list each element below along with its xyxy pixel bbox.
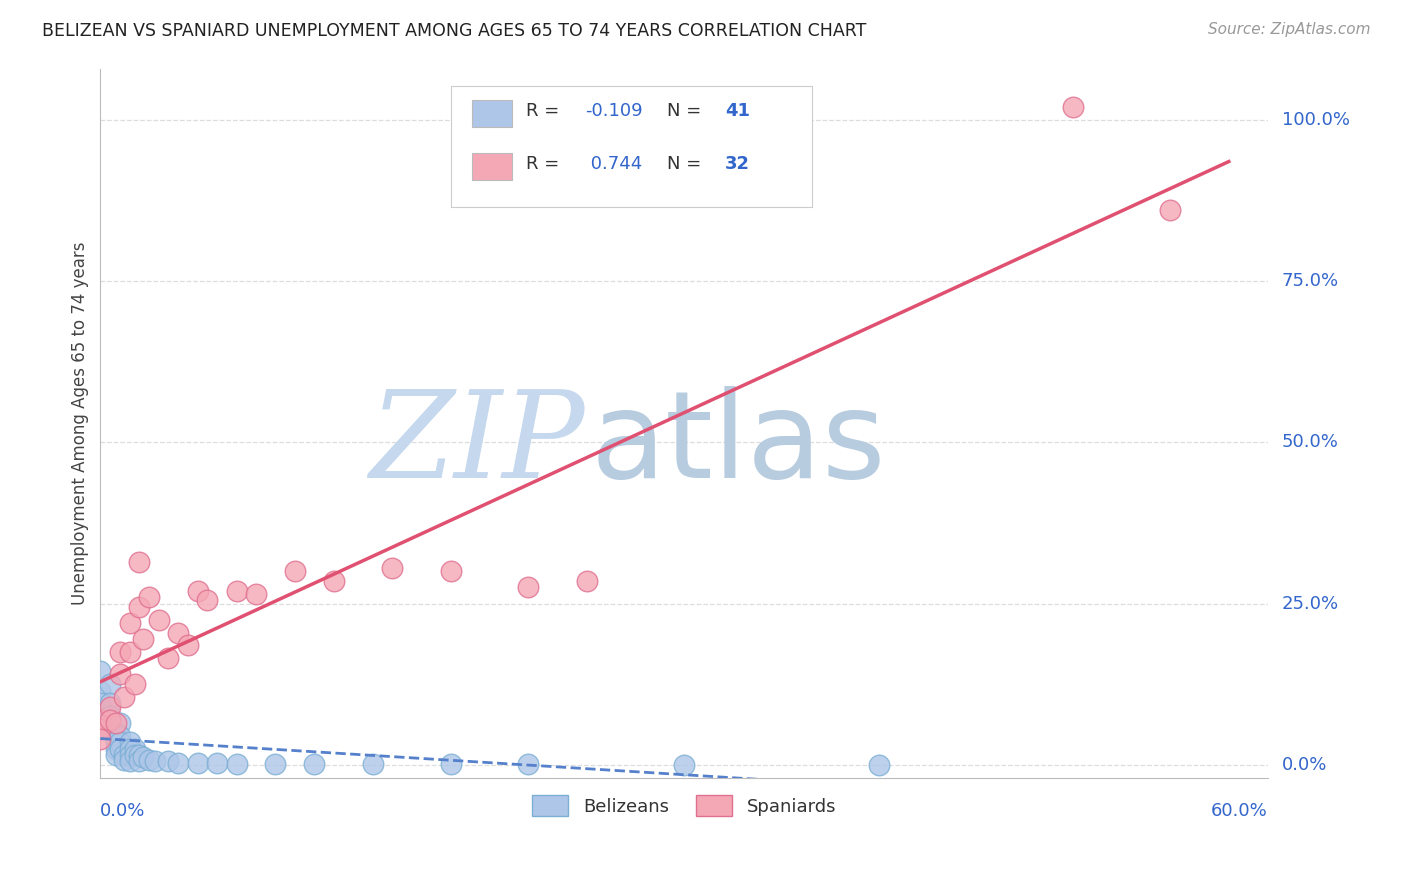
Point [89,731,111,746]
Point [128,747,150,762]
Text: 25.0%: 25.0% [1282,595,1339,613]
Point [361,757,384,772]
Point [118,741,141,756]
Text: 32: 32 [725,155,749,173]
Point [225,757,247,772]
Point [284,564,307,578]
Point [108,715,131,730]
Point [138,590,160,604]
Point [439,564,461,578]
Point [304,757,326,772]
Point [1159,203,1181,218]
Point [148,613,170,627]
Point [89,723,111,737]
Point [108,741,131,756]
Point [104,725,127,739]
Text: ZIP: ZIP [370,385,585,503]
Point [245,587,267,601]
Text: 60.0%: 60.0% [1211,803,1268,821]
Point [128,754,150,768]
Legend: Belizeans, Spaniards: Belizeans, Spaniards [523,787,845,825]
Text: R =: R = [526,155,560,173]
Point [517,581,540,595]
Point [104,741,127,756]
Text: 75.0%: 75.0% [1282,272,1339,290]
Point [187,756,209,771]
Point [132,750,155,764]
Point [104,715,127,730]
Point [205,756,228,771]
Point [132,632,155,646]
Point [98,677,121,691]
Point [118,645,141,659]
Point [118,735,141,749]
Point [381,561,404,575]
Point [143,754,166,768]
Point [108,735,131,749]
Point [439,757,461,772]
FancyBboxPatch shape [471,100,512,127]
Point [673,757,696,772]
Point [108,729,131,743]
Point [225,583,247,598]
Point [128,555,150,569]
Point [118,754,141,768]
Point [187,583,209,598]
Point [98,709,121,723]
Text: 0.0%: 0.0% [100,803,146,821]
Point [167,756,190,770]
Point [517,757,540,772]
Point [124,677,146,691]
Point [118,747,141,762]
Text: N =: N = [666,102,700,120]
Point [108,645,131,659]
Text: 0.744: 0.744 [585,155,643,173]
Point [89,713,111,727]
Point [112,690,135,704]
Text: R =: R = [526,102,560,120]
Point [138,752,160,766]
Point [1062,100,1084,114]
Point [98,723,121,737]
Point [128,599,150,614]
Point [124,747,146,762]
Text: -0.109: -0.109 [585,102,643,120]
Point [104,735,127,749]
Point [118,615,141,630]
Text: BELIZEAN VS SPANIARD UNEMPLOYMENT AMONG AGES 65 TO 74 YEARS CORRELATION CHART: BELIZEAN VS SPANIARD UNEMPLOYMENT AMONG … [42,22,866,40]
Y-axis label: Unemployment Among Ages 65 to 74 years: Unemployment Among Ages 65 to 74 years [72,242,89,605]
Point [868,757,890,772]
Point [157,651,180,665]
Text: 0.0%: 0.0% [1282,756,1327,773]
Point [157,755,180,769]
Point [177,639,200,653]
Point [124,741,146,756]
Text: N =: N = [666,155,700,173]
Point [195,593,218,607]
Text: 100.0%: 100.0% [1282,112,1350,129]
Point [575,574,598,588]
Point [322,574,344,588]
Text: 41: 41 [725,102,749,120]
Point [89,697,111,711]
FancyBboxPatch shape [471,153,512,180]
Point [98,713,121,727]
Point [98,699,121,714]
Point [112,752,135,766]
Point [264,757,287,772]
Text: atlas: atlas [591,386,886,503]
Point [112,747,135,762]
Text: Source: ZipAtlas.com: Source: ZipAtlas.com [1208,22,1371,37]
Point [89,664,111,678]
Point [167,625,190,640]
Point [89,709,111,723]
Point [89,683,111,698]
FancyBboxPatch shape [450,87,813,207]
Point [108,667,131,681]
Point [104,747,127,762]
Point [98,697,121,711]
Text: 50.0%: 50.0% [1282,434,1339,451]
